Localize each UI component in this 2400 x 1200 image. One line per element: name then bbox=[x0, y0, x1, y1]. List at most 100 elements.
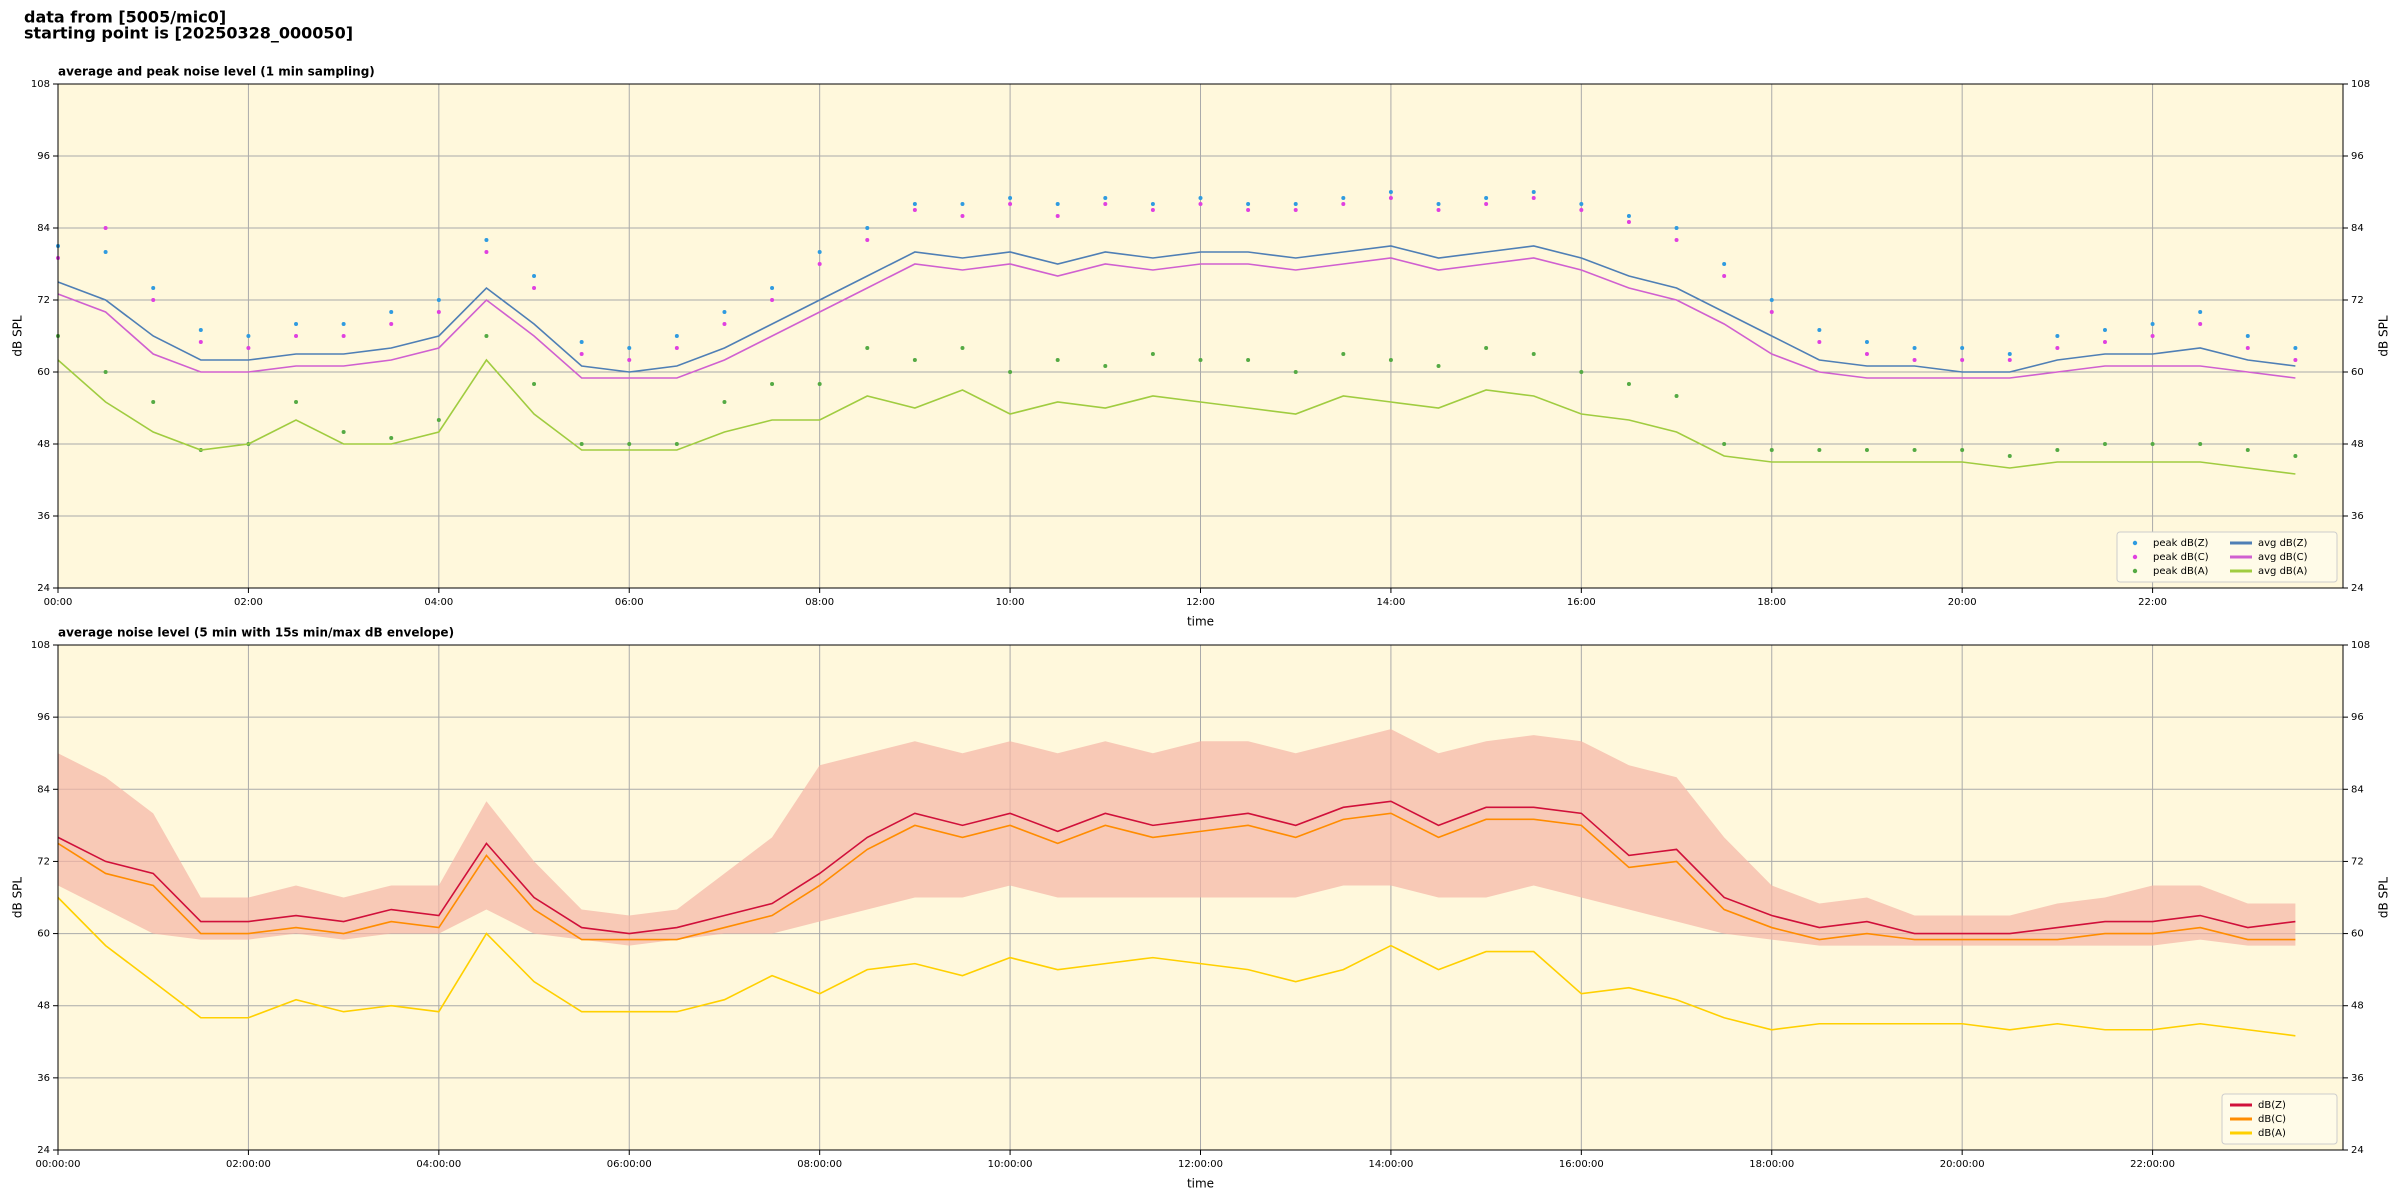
peak-point bbox=[1150, 202, 1155, 206]
peak-point bbox=[1388, 358, 1393, 362]
peak-point bbox=[2007, 454, 2012, 458]
x-tick-label: 08:00 bbox=[805, 597, 834, 608]
x-tick-label: 04:00:00 bbox=[416, 1159, 461, 1170]
peak-point bbox=[1008, 370, 1013, 374]
peak-point bbox=[2007, 358, 2012, 362]
plot-frame bbox=[57, 83, 2344, 589]
peak-point bbox=[1484, 202, 1489, 206]
legend-label: avg dB(Z) bbox=[2258, 538, 2308, 549]
peak-point bbox=[1341, 352, 1346, 356]
legend-label: peak dB(Z) bbox=[2153, 538, 2209, 549]
x-tick-label: 00:00 bbox=[44, 597, 73, 608]
peak-point bbox=[1531, 190, 1536, 194]
peak-point bbox=[1674, 394, 1679, 398]
x-tick-label: 02:00 bbox=[234, 597, 263, 608]
x-tick-label: 18:00 bbox=[1757, 597, 1786, 608]
peak-point bbox=[2102, 328, 2107, 332]
peak-point bbox=[1912, 448, 1917, 452]
peak-point bbox=[1198, 358, 1203, 362]
peak-point bbox=[579, 340, 584, 344]
peak-point bbox=[1246, 358, 1251, 362]
x-tick-label: 22:00:00 bbox=[2130, 1159, 2175, 1170]
peak-point bbox=[1626, 220, 1631, 224]
y2-tick-label: 84 bbox=[2351, 223, 2364, 234]
peak-point bbox=[674, 442, 679, 446]
y2-tick-label: 24 bbox=[2351, 583, 2364, 594]
peak-point bbox=[1008, 196, 1013, 200]
chart-title: average and peak noise level (1 min samp… bbox=[58, 65, 375, 79]
peak-point bbox=[1055, 202, 1060, 206]
y2-tick-label: 84 bbox=[2351, 784, 2364, 795]
peak-point bbox=[1055, 358, 1060, 362]
peak-point bbox=[484, 238, 489, 242]
peak-point bbox=[1293, 202, 1298, 206]
y2-tick-label: 48 bbox=[2351, 439, 2364, 450]
peak-point bbox=[2102, 442, 2107, 446]
peak-point bbox=[1864, 448, 1869, 452]
peak-point bbox=[1484, 196, 1489, 200]
peak-point bbox=[1055, 214, 1060, 218]
x-tick-label: 06:00:00 bbox=[607, 1159, 652, 1170]
peak-point bbox=[1579, 208, 1584, 212]
x-tick-label: 20:00:00 bbox=[1940, 1159, 1985, 1170]
peak-point bbox=[770, 382, 775, 386]
peak-point bbox=[2150, 322, 2155, 326]
peak-point bbox=[389, 310, 394, 314]
peak-point bbox=[2150, 334, 2155, 338]
chart-title: average noise level (5 min with 15s min/… bbox=[58, 626, 454, 640]
peak-point bbox=[865, 226, 870, 230]
legend-label: avg dB(C) bbox=[2258, 552, 2308, 563]
peak-point bbox=[151, 298, 156, 302]
peak-point bbox=[960, 202, 965, 206]
peak-point bbox=[2102, 340, 2107, 344]
y2-tick-label: 24 bbox=[2351, 1145, 2364, 1156]
peak-point bbox=[2007, 352, 2012, 356]
y-tick-label: 60 bbox=[37, 367, 50, 378]
peak-point bbox=[1960, 358, 1965, 362]
x-tick-label: 10:00:00 bbox=[988, 1159, 1033, 1170]
peak-point bbox=[1817, 328, 1822, 332]
y-tick-label: 108 bbox=[31, 640, 50, 651]
peak-point bbox=[532, 274, 537, 278]
peak-point bbox=[1769, 298, 1774, 302]
series-line bbox=[57, 358, 2296, 475]
y-tick-label: 36 bbox=[37, 1073, 50, 1084]
x-axis-label: time bbox=[1187, 1177, 1214, 1191]
x-tick-label: 20:00 bbox=[1948, 597, 1977, 608]
peak-point bbox=[1626, 382, 1631, 386]
y-tick-label: 84 bbox=[37, 223, 50, 234]
y-tick-label: 24 bbox=[37, 1145, 50, 1156]
header-line: data from [5005/mic0] bbox=[24, 8, 226, 27]
legend-label: dB(C) bbox=[2258, 1114, 2286, 1125]
header-line: starting point is [20250328_000050] bbox=[24, 24, 353, 43]
x-tick-label: 08:00:00 bbox=[797, 1159, 842, 1170]
peak-point bbox=[579, 442, 584, 446]
series-line bbox=[57, 812, 2296, 941]
y2-tick-label: 108 bbox=[2351, 640, 2370, 651]
peak-point bbox=[1817, 448, 1822, 452]
peak-point bbox=[1960, 448, 1965, 452]
peak-point bbox=[532, 382, 537, 386]
peak-point bbox=[1008, 202, 1013, 206]
peak-point bbox=[1817, 340, 1822, 344]
peak-point bbox=[770, 298, 775, 302]
peak-point bbox=[436, 418, 441, 422]
peak-point bbox=[817, 262, 822, 266]
peak-point bbox=[1341, 202, 1346, 206]
peak-point bbox=[1198, 196, 1203, 200]
x-tick-label: 00:00:00 bbox=[36, 1159, 81, 1170]
peak-point bbox=[1388, 196, 1393, 200]
x-tick-label: 18:00:00 bbox=[1749, 1159, 1794, 1170]
peak-point bbox=[2293, 346, 2298, 350]
peak-point bbox=[103, 370, 108, 374]
peak-point bbox=[1246, 202, 1251, 206]
y-tick-label: 48 bbox=[37, 439, 50, 450]
peak-point bbox=[436, 310, 441, 314]
peak-point bbox=[1579, 370, 1584, 374]
x-tick-label: 14:00:00 bbox=[1368, 1159, 1413, 1170]
peak-point bbox=[627, 442, 632, 446]
y-axis-label: dB SPL bbox=[11, 315, 25, 357]
y2-tick-label: 60 bbox=[2351, 367, 2364, 378]
